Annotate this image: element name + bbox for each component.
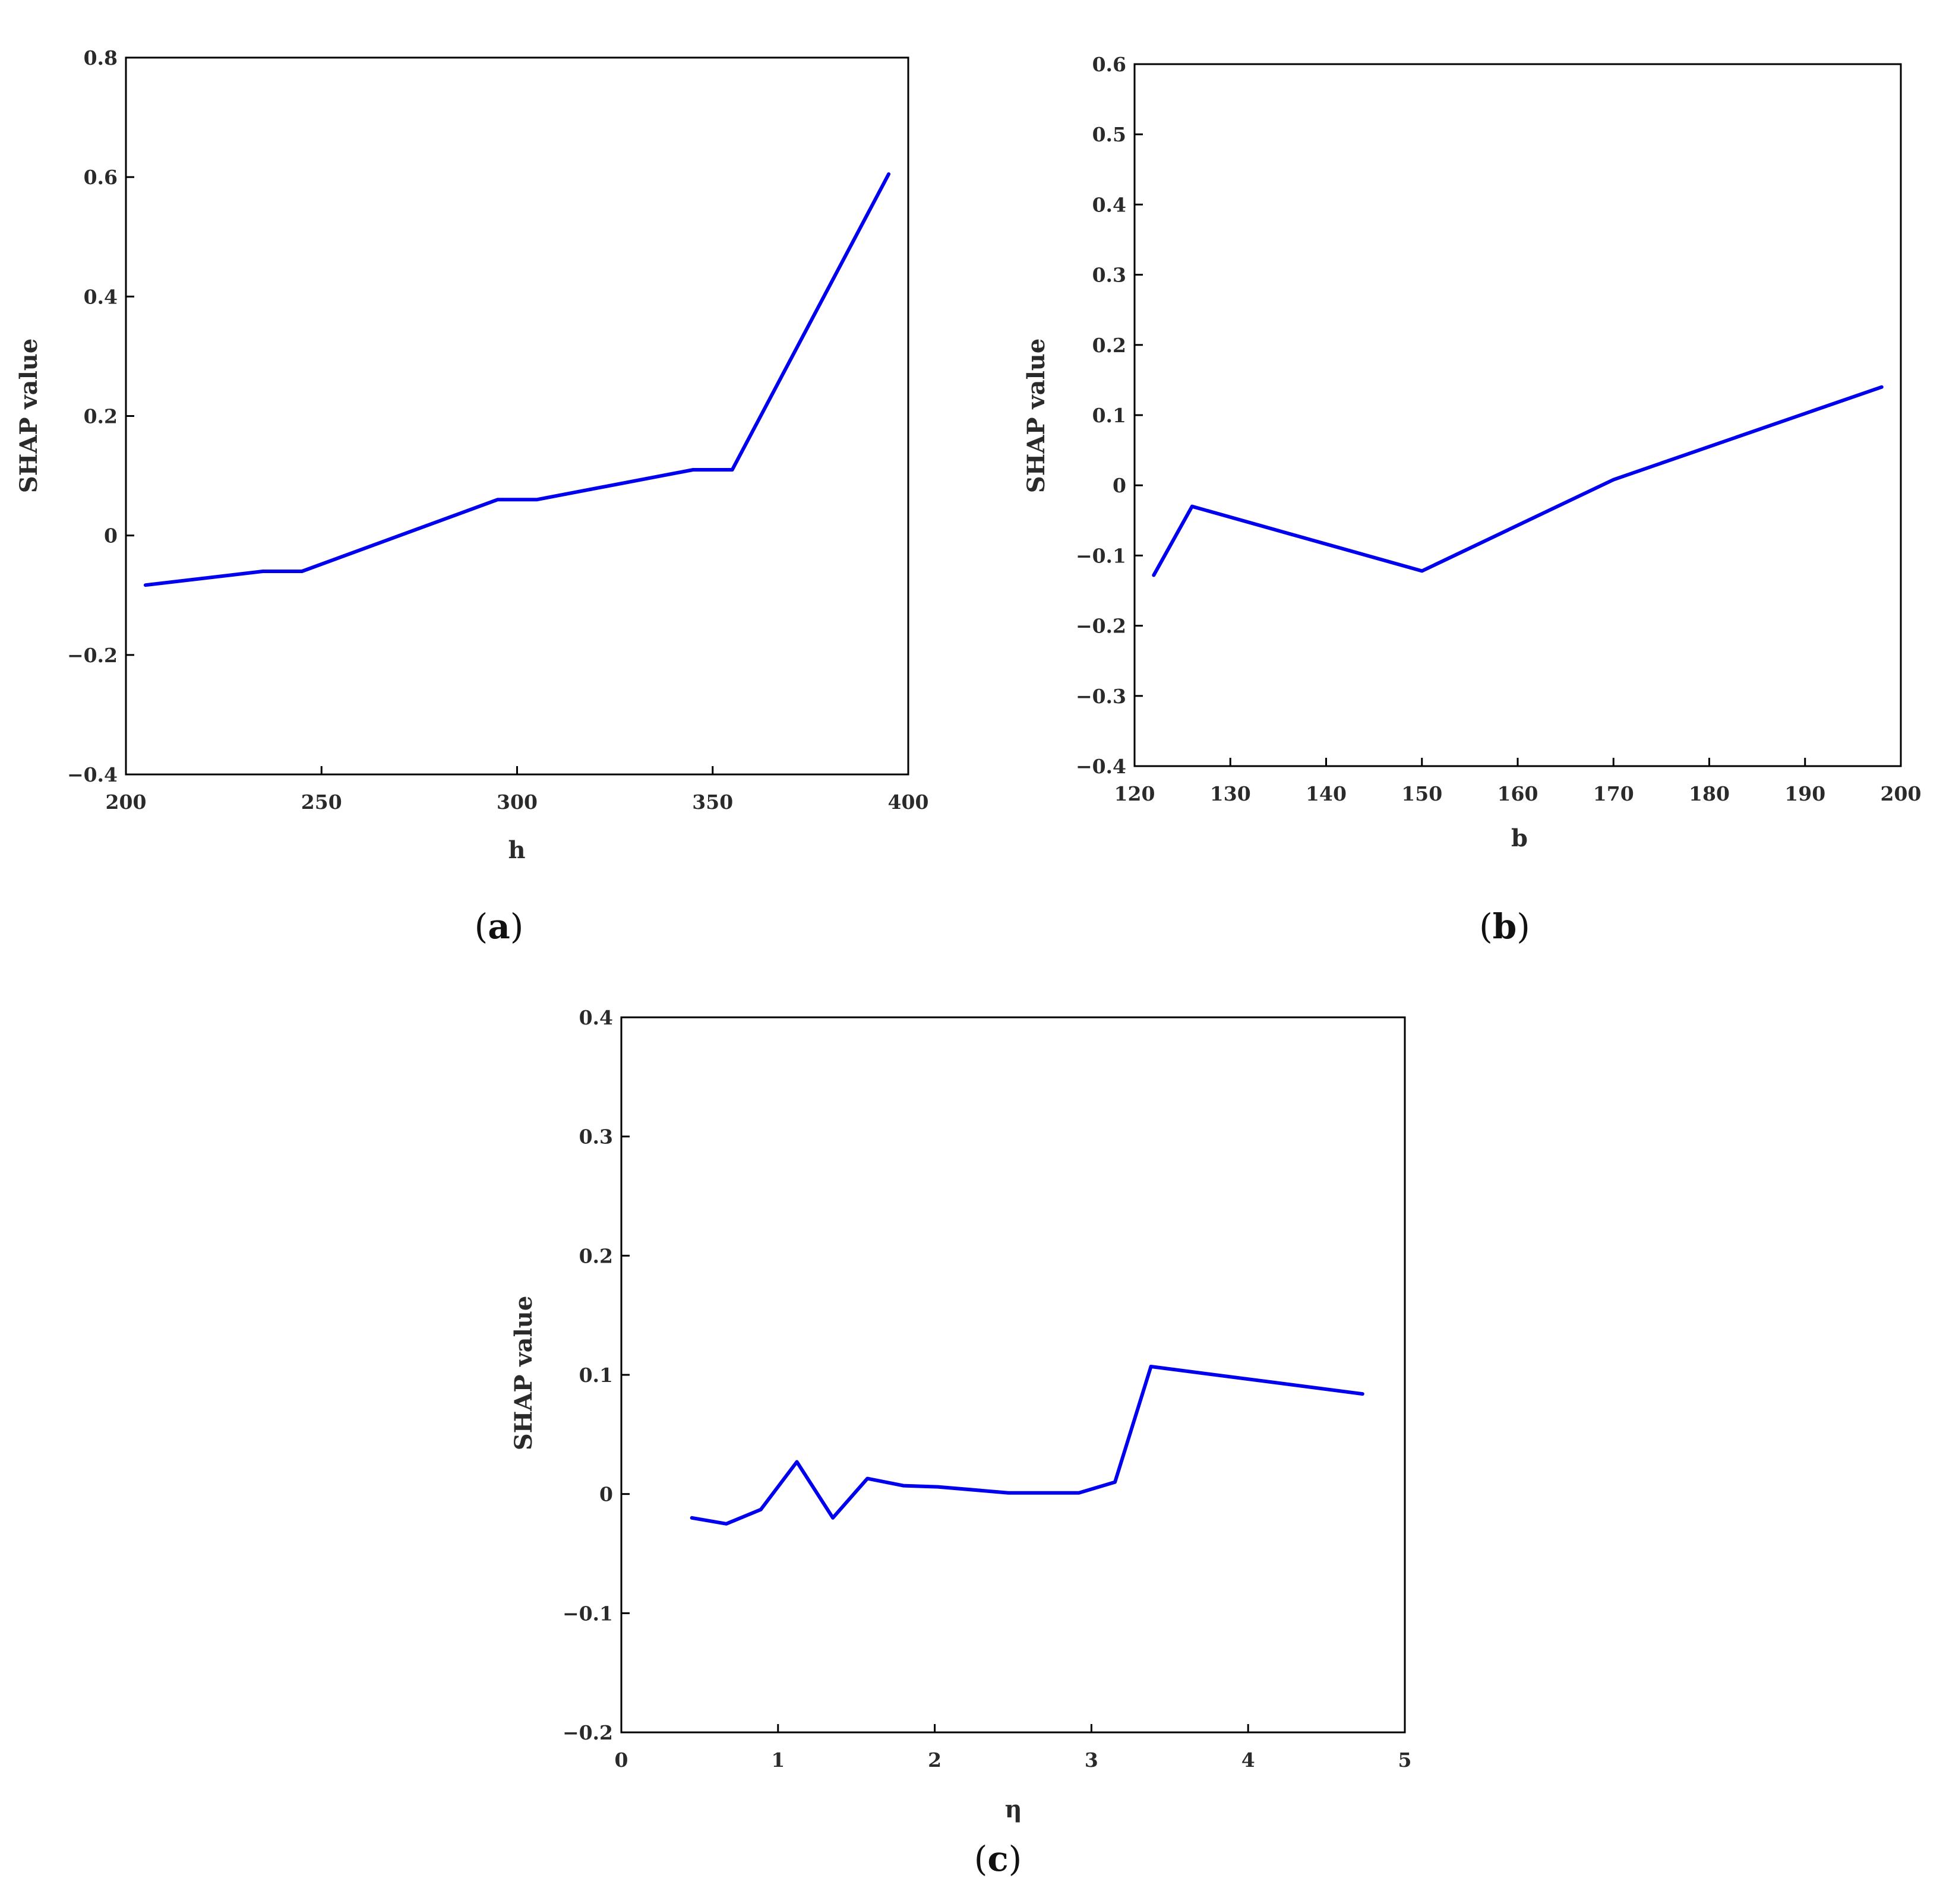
panel-b-x-tick-label: 140 <box>1306 782 1347 805</box>
panel-a-y-tick-label: −0.2 <box>67 644 118 667</box>
panel-b-label: (b) <box>1479 906 1530 947</box>
panel-c-x-tick-label: 4 <box>1241 1748 1255 1772</box>
panel-c-x-tick-label: 0 <box>615 1748 628 1772</box>
panel-a-x-tick-label: 300 <box>497 790 538 814</box>
panel-a-x-tick-label: 350 <box>692 790 733 814</box>
panel-b-plot-frame <box>1133 63 1902 767</box>
panel-a-y-tick-label: 0.8 <box>84 46 118 69</box>
panel-c-y-tick-label: 0.1 <box>579 1364 613 1387</box>
panel-b-x-tick-label: 170 <box>1593 782 1634 805</box>
panel-c-plot-frame <box>620 1016 1406 1734</box>
panel-b-y-tick-label: 0 <box>1113 474 1126 497</box>
panel-c-x-tick-label: 2 <box>928 1748 942 1772</box>
panel-c-y-tick-label: 0.2 <box>579 1244 613 1267</box>
panel-b-x-tick-label: 180 <box>1689 782 1730 805</box>
panel-a-y-tick-label: 0.6 <box>84 166 118 189</box>
panel-b-y-tick-label: −0.2 <box>1076 615 1126 638</box>
panel-b-y-tick-label: 0.6 <box>1092 53 1126 76</box>
panel-a-y-tick-label: −0.4 <box>67 763 118 786</box>
panel-b-y-tick-label: 0.5 <box>1092 123 1126 146</box>
panel-a-y-tick-label: 0 <box>104 524 118 548</box>
panel-b-y-axis-label: SHAP value <box>1022 339 1050 494</box>
panel-a-series-line <box>143 172 891 587</box>
panel-b-x-tick-label: 120 <box>1114 782 1155 805</box>
panel-a-y-axis-label: SHAP value <box>15 339 43 494</box>
panel-b-x-tick-label: 150 <box>1401 782 1442 805</box>
panel-a-x-tick-label: 250 <box>301 790 342 814</box>
panel-b-series-line <box>1152 385 1884 577</box>
panel-b-x-tick-label: 160 <box>1497 782 1538 805</box>
panel-b-y-tick-label: −0.4 <box>1076 755 1126 778</box>
panel-b-x-tick-label: 190 <box>1784 782 1825 805</box>
panel-a-label: (a) <box>475 906 524 947</box>
panel-a-x-tick-label: 400 <box>888 790 929 814</box>
panel-c-x-axis-label: η <box>1004 1795 1022 1823</box>
panel-b-x-tick-label: 200 <box>1881 782 1922 805</box>
panel-b-y-tick-label: −0.1 <box>1076 544 1126 567</box>
panel-b-y-tick-label: −0.3 <box>1076 685 1126 708</box>
panel-a-x-tick-label: 200 <box>106 790 147 814</box>
panel-a-y-tick-label: 0.4 <box>84 285 118 308</box>
panel-c-y-axis-label: SHAP value <box>510 1296 538 1451</box>
panel-c: 0 1 2 3 4 5 −0.2 −0.1 0 0.1 0.2 0.3 0.4 η SHAP value (c… <box>510 1006 1411 1879</box>
panel-b-y-tick-label: 0.1 <box>1092 404 1126 427</box>
panel-c-x-tick-label: 5 <box>1398 1748 1412 1772</box>
panel-b-x-axis-label: b <box>1511 824 1528 852</box>
panel-c-y-tick-label: 0 <box>599 1483 613 1506</box>
panel-c-y-tick-label: −0.2 <box>563 1721 613 1744</box>
panel-a-x-axis-label: h <box>508 836 525 864</box>
panel-b-y-tick-label: 0.4 <box>1092 193 1126 216</box>
panel-a-y-tick-label: 0.2 <box>84 405 118 428</box>
panel-c-series-line <box>690 1365 1364 1526</box>
panel-c-y-tick-label: −0.1 <box>563 1602 613 1625</box>
panel-a-plot-frame <box>125 56 909 776</box>
panel-c-y-tick-label: 0.3 <box>579 1125 613 1149</box>
panel-c-y-tick-label: 0.4 <box>579 1006 613 1029</box>
panel-b-x-tick-label: 130 <box>1210 782 1251 805</box>
panel-c-x-tick-label: 3 <box>1085 1748 1098 1772</box>
panel-c-x-tick-label: 1 <box>771 1748 785 1772</box>
panel-b-y-tick-label: 0.2 <box>1092 334 1126 357</box>
panel-b-y-tick-label: 0.3 <box>1092 264 1126 287</box>
panel-b: 120 130 140 150 160 170 180 190 200 −0.4 −0.3 −0.2 −… <box>1022 53 1921 947</box>
panel-c-label: (c) <box>974 1839 1022 1879</box>
panel-a: 200 250 300 350 400 −0.4 −0.2 0 0.2 0.4 0.6 0.8 h SHA… <box>15 46 928 947</box>
